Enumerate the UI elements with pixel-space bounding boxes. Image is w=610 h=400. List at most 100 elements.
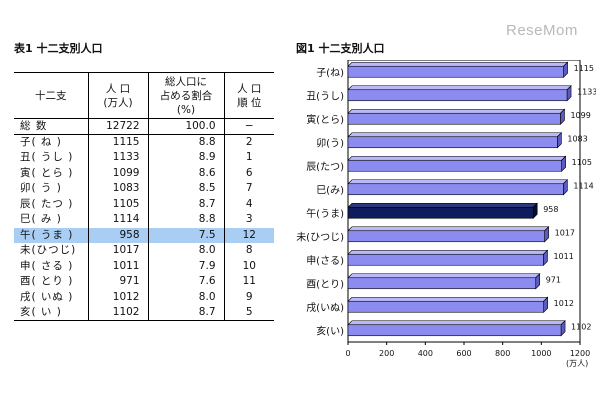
table-row: 未(ひつじ) 1017 8.0 8	[14, 243, 274, 259]
category-label: 辰(たつ)	[306, 161, 344, 173]
data-label: 1011	[553, 252, 573, 261]
table-row: 卯( う ) 1083 8.5 7	[14, 181, 274, 197]
row-name: 辰( たつ )	[20, 197, 74, 210]
bar	[347, 300, 544, 313]
x-axis-unit: (万人)	[566, 359, 588, 368]
row-name: 酉( とり )	[20, 275, 74, 288]
data-label: 971	[546, 275, 561, 284]
row-population: 1012	[87, 289, 148, 305]
table-row: 辰( たつ ) 1105 8.7 4	[14, 196, 274, 212]
row-name: 卯( う )	[20, 182, 62, 195]
bar	[347, 324, 562, 337]
row-name: 亥( い )	[14, 305, 88, 321]
category-label: 巳(み)	[316, 184, 344, 196]
row-name: 子( ね )	[20, 136, 62, 148]
row-population: 1115	[87, 134, 148, 150]
bar-top-face	[347, 273, 541, 279]
table-row: 申( さる ) 1011 7.9 10	[14, 258, 274, 274]
data-label: 1017	[555, 228, 575, 237]
header-rank: 人 口 順 位	[223, 72, 274, 119]
data-label: 1115	[574, 64, 594, 73]
table-row: 子( ね ) 1115 8.8 2	[14, 134, 274, 150]
row-rank: 1	[223, 150, 274, 166]
table-row: 総 数 12722 100.0−	[14, 118, 274, 135]
row-rank: −	[223, 118, 274, 135]
bar-top-face	[347, 85, 572, 91]
category-label: 子(ね)	[316, 67, 344, 79]
row-share: 8.8	[147, 212, 224, 228]
row-population: 1133	[87, 150, 148, 166]
data-label: 1012	[554, 299, 574, 308]
table-row: 巳( み ) 1114 8.8 3	[14, 212, 274, 228]
bar	[347, 89, 568, 102]
chart-title: 図1 十二支別人口	[296, 42, 385, 55]
plot-area-frame	[347, 60, 581, 343]
row-rank: 6	[223, 165, 274, 181]
bar-top-face	[347, 108, 566, 114]
bar-top-face	[347, 179, 569, 185]
row-name: 丑( うし )	[20, 151, 74, 164]
table-row: 寅( とら ) 1099 8.6 6	[14, 165, 274, 181]
row-name: 戌( いぬ )	[20, 290, 74, 303]
x-tick-label: 200	[379, 349, 394, 358]
bar	[347, 253, 544, 266]
category-label: 亥(い)	[316, 324, 344, 337]
row-share: 8.7	[147, 196, 224, 212]
category-label: 卯(う)	[316, 137, 344, 149]
bar-top-face	[347, 202, 538, 208]
row-share: 8.5	[147, 181, 224, 197]
x-tick-label: 400	[418, 349, 433, 358]
category-label: 戌(いぬ)	[306, 301, 344, 314]
row-population: 958	[87, 227, 148, 243]
bar	[347, 206, 534, 219]
table-row: 午( うま ) 958 7.5 12	[14, 227, 274, 243]
data-label: 1099	[570, 111, 590, 120]
table-row: 戌( いぬ ) 1012 8.0 9	[14, 289, 274, 305]
x-tick-label: 800	[495, 349, 510, 358]
category-label: 酉(とり)	[306, 278, 344, 290]
bar-top-face	[347, 249, 549, 255]
table-row: 亥( い ) 1102 8.7 5	[14, 305, 274, 321]
row-rank: 7	[223, 181, 274, 197]
bar-top-face	[347, 61, 569, 67]
bar	[347, 159, 562, 172]
row-population: 971	[87, 274, 148, 290]
row-rank: 5	[223, 305, 274, 321]
x-tick-label: 600	[456, 349, 471, 358]
row-name: 午( うま )	[14, 227, 88, 243]
data-label: 1114	[573, 181, 593, 190]
category-label: 寅(とら)	[306, 113, 344, 126]
row-name: 巳( み )	[20, 213, 62, 226]
row-share: 7.9	[147, 258, 224, 274]
table-body: 総 数 12722 100.0− 子( ね ) 1115 8.8 2 丑( うし ) 1133 8…	[14, 118, 274, 321]
row-population: 1017	[87, 243, 148, 259]
category-label: 丑(うし)	[306, 90, 344, 102]
bar	[347, 277, 537, 290]
row-rank: 11	[223, 274, 274, 290]
bar-top-face	[347, 296, 549, 302]
row-share: 8.7	[147, 305, 224, 321]
bar-top-face	[347, 226, 550, 232]
row-share: 8.0	[147, 243, 224, 259]
row-rank: 3	[223, 212, 274, 228]
data-label: 1133	[577, 87, 596, 96]
watermark-logo: ReseMom	[506, 22, 578, 39]
bar-top-face	[347, 132, 563, 138]
bar	[347, 230, 545, 243]
table-row: 丑( うし ) 1133 8.9 1	[14, 150, 274, 166]
row-rank: 12	[223, 227, 274, 243]
row-share: 8.9	[147, 150, 224, 166]
row-population: 1102	[87, 305, 148, 321]
bar-top-face	[347, 155, 567, 161]
row-share: 8.0	[147, 289, 224, 305]
row-name: 寅( とら )	[20, 166, 74, 179]
header-share: 総人口に 占める割合 (%)	[147, 72, 224, 119]
row-name: 総 数	[14, 118, 88, 135]
row-population: 1099	[87, 165, 148, 181]
row-rank: 2	[223, 134, 274, 150]
row-share: 7.6	[147, 274, 224, 290]
data-label: 958	[543, 205, 558, 214]
x-tick-label: 1200	[570, 349, 590, 358]
row-name: 未(ひつじ)	[20, 244, 77, 257]
row-name: 申( さる )	[20, 259, 74, 272]
